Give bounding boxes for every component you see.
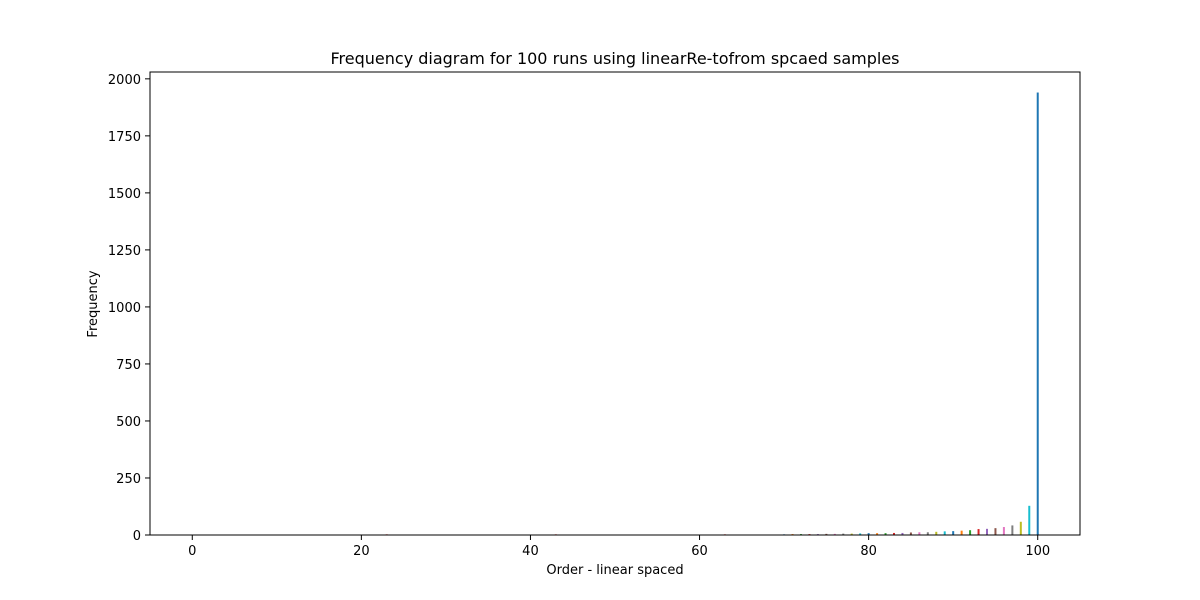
bar xyxy=(943,531,946,535)
bar xyxy=(935,531,938,535)
bar xyxy=(1011,525,1014,535)
bar xyxy=(952,531,955,535)
bar xyxy=(1019,521,1022,535)
bar xyxy=(986,528,988,535)
bar xyxy=(926,532,929,535)
x-tick-label: 40 xyxy=(522,544,539,559)
bar xyxy=(825,533,828,535)
bar xyxy=(884,533,887,535)
x-axis: 0 20 40 60 80 100 xyxy=(188,535,1050,559)
y-tick-label: 750 xyxy=(116,358,141,373)
x-tick-label: 0 xyxy=(188,544,196,559)
bar xyxy=(1028,505,1031,535)
y-axis-label: Frequency xyxy=(86,270,101,337)
y-tick-label: 1750 xyxy=(108,130,141,145)
x-tick-label: 20 xyxy=(353,544,370,559)
bar xyxy=(867,533,870,535)
bar xyxy=(859,533,862,535)
bar xyxy=(850,533,853,535)
x-tick-label: 60 xyxy=(691,544,708,559)
bar xyxy=(969,530,972,535)
bar xyxy=(1002,527,1005,535)
y-tick-label: 2000 xyxy=(108,73,141,88)
bar xyxy=(893,532,895,535)
plot-frame xyxy=(149,71,1081,536)
y-tick-label: 250 xyxy=(116,472,141,487)
bar xyxy=(909,532,912,535)
bar xyxy=(994,528,997,535)
x-tick-label: 80 xyxy=(860,544,877,559)
y-tick-label: 1250 xyxy=(108,244,141,259)
x-tick-label: 100 xyxy=(1025,544,1050,559)
y-tick-label: 1500 xyxy=(108,187,141,202)
bar xyxy=(977,529,980,535)
bar xyxy=(901,532,904,535)
x-axis-label: Order - linear spaced xyxy=(546,563,683,578)
y-tick-label: 0 xyxy=(133,529,141,544)
bar xyxy=(918,532,921,535)
bar xyxy=(960,530,963,535)
bar xyxy=(1036,92,1039,535)
bar xyxy=(842,533,845,535)
bars-group xyxy=(191,92,1039,536)
bar xyxy=(876,533,879,535)
y-tick-label: 1000 xyxy=(108,301,141,316)
y-axis: 0 250 500 750 1000 1250 1500 1750 2000 xyxy=(108,73,150,544)
chart-title: Frequency diagram for 100 runs using lin… xyxy=(331,49,900,68)
bar xyxy=(833,533,836,535)
y-tick-label: 500 xyxy=(116,415,141,430)
